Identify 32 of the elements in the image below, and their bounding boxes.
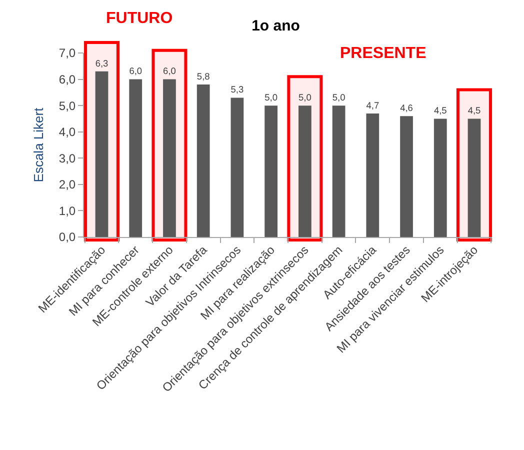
bar [332, 106, 346, 237]
bar [366, 113, 380, 237]
bar [400, 116, 413, 237]
data-label: 4,7 [366, 100, 380, 110]
y-tick-label: 2,0 [58, 178, 76, 192]
y-tick-label: 5,0 [58, 98, 76, 113]
y-tick-label: 1,0 [58, 204, 76, 218]
data-label: 5,0 [264, 92, 278, 102]
bar [434, 118, 447, 237]
y-axis-title: Escala Likert [30, 107, 46, 182]
y-tick-label: 0,0 [58, 230, 76, 244]
data-label: 4,6 [400, 102, 413, 113]
bar [264, 106, 278, 237]
data-label: 5,0 [298, 92, 312, 102]
text: FUTURO [106, 10, 173, 27]
data-label: 4,5 [468, 106, 481, 116]
data-label: 5,0 [332, 92, 346, 102]
annotation: PRESENTE [340, 45, 427, 62]
data-label: 6,0 [129, 66, 142, 76]
y-tick-label: 4,0 [58, 125, 76, 140]
chart-title: 1o ano [252, 17, 300, 34]
y-tick-label: 7,0 [58, 46, 76, 60]
data-label: 6,0 [163, 66, 176, 76]
data-label: 5,3 [230, 84, 244, 95]
bar [196, 84, 210, 237]
y-tick-label: 3,0 [58, 151, 76, 166]
data-label: 4,5 [434, 106, 447, 116]
bar [129, 79, 142, 237]
data-label: 6,3 [95, 58, 108, 68]
data-label: 5,8 [196, 71, 210, 82]
y-tick-label: 6,0 [58, 72, 76, 86]
bar [230, 98, 244, 237]
